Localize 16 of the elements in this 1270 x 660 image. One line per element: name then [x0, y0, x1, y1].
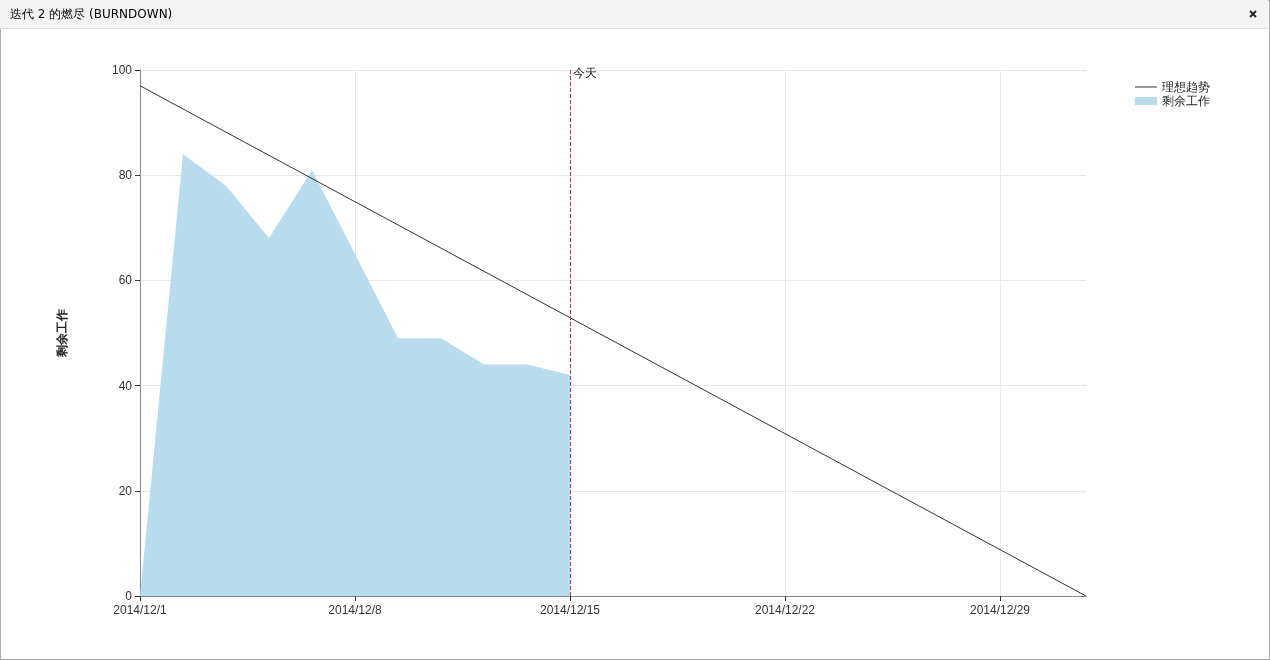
x-tick-label: 2014/12/15 — [539, 603, 601, 617]
y-tick-label: 40 — [118, 378, 133, 393]
legend-label: 理想趋势 — [1162, 80, 1210, 94]
chart-title: 迭代 2 的燃尽 (BURNDOWN) — [10, 6, 173, 23]
x-tick-label: 2014/12/8 — [328, 603, 383, 617]
y-tick-label: 0 — [125, 589, 133, 603]
x-tick-label: 2014/12/1 — [113, 603, 168, 617]
y-tick-label: 100 — [111, 63, 133, 77]
legend-label: 剩余工作 — [1162, 94, 1210, 108]
y-tick-label: 20 — [118, 483, 133, 498]
ref-line-label: 今天 — [573, 66, 597, 80]
x-tick-label: 2014/12/22 — [754, 603, 816, 617]
x-tick-label: 2014/12/29 — [969, 603, 1031, 617]
y-tick-label: 80 — [118, 168, 133, 183]
y-axis-title: 剩余工作 — [55, 309, 69, 358]
y-tick-label: 60 — [118, 273, 133, 288]
